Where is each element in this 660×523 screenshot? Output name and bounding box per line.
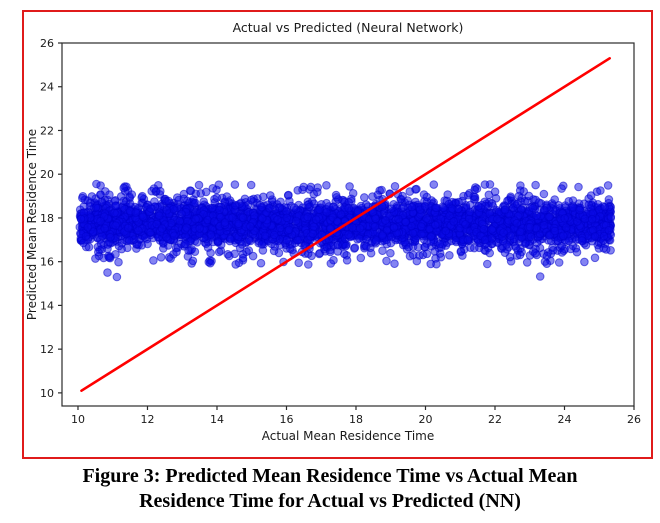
x-tick-label: 14 bbox=[210, 413, 224, 426]
y-axis-label: Predicted Mean Residence Time bbox=[25, 129, 39, 320]
figure-caption: Figure 3: Predicted Mean Residence Time … bbox=[0, 464, 660, 514]
figure-caption-line2: Residence Time for Actual vs Predicted (… bbox=[139, 490, 521, 512]
x-tick-label: 24 bbox=[557, 413, 571, 426]
x-tick-label: 20 bbox=[418, 413, 432, 426]
identity-line bbox=[80, 57, 611, 392]
axes-frame bbox=[61, 42, 635, 407]
scatter-chart: Actual vs Predicted (Neural Network) 10 12… bbox=[25, 20, 641, 443]
y-tick-label: 16 bbox=[40, 256, 54, 269]
figure-image-frame: Actual vs Predicted (Neural Network) 10 12… bbox=[22, 10, 653, 459]
x-tick-label: 12 bbox=[140, 413, 154, 426]
y-tick-label: 18 bbox=[40, 212, 54, 225]
figure-caption-line1: Figure 3: Predicted Mean Residence Time … bbox=[82, 465, 578, 487]
y-tick-label: 12 bbox=[40, 343, 54, 356]
scatter-outlier-point bbox=[103, 268, 112, 277]
y-tick-label: 26 bbox=[40, 37, 54, 50]
y-tick-label: 22 bbox=[40, 124, 54, 137]
x-tick-label: 18 bbox=[349, 413, 363, 426]
x-tick-label: 10 bbox=[71, 413, 85, 426]
scatter-outlier-point bbox=[535, 272, 545, 281]
scatter-outlier-point bbox=[426, 259, 436, 269]
y-tick-label: 14 bbox=[40, 299, 54, 312]
scatter-outlier-point bbox=[112, 272, 122, 282]
chart-title: Actual vs Predicted (Neural Network) bbox=[233, 20, 464, 35]
scatter-outlier-point bbox=[294, 258, 304, 268]
axis-ticks: 10 12 14 16 18 20 22 24 26 10 12 14 16 18 20 22 24 26 bbox=[40, 37, 641, 426]
scatter-predictions bbox=[75, 179, 616, 282]
y-tick-label: 10 bbox=[40, 387, 54, 400]
y-tick-label: 20 bbox=[40, 168, 54, 181]
x-tick-label: 16 bbox=[279, 413, 293, 426]
x-axis-label: Actual Mean Residence Time bbox=[262, 429, 434, 443]
y-tick-label: 24 bbox=[40, 81, 54, 94]
x-tick-label: 22 bbox=[488, 413, 502, 426]
x-tick-label: 26 bbox=[627, 413, 641, 426]
